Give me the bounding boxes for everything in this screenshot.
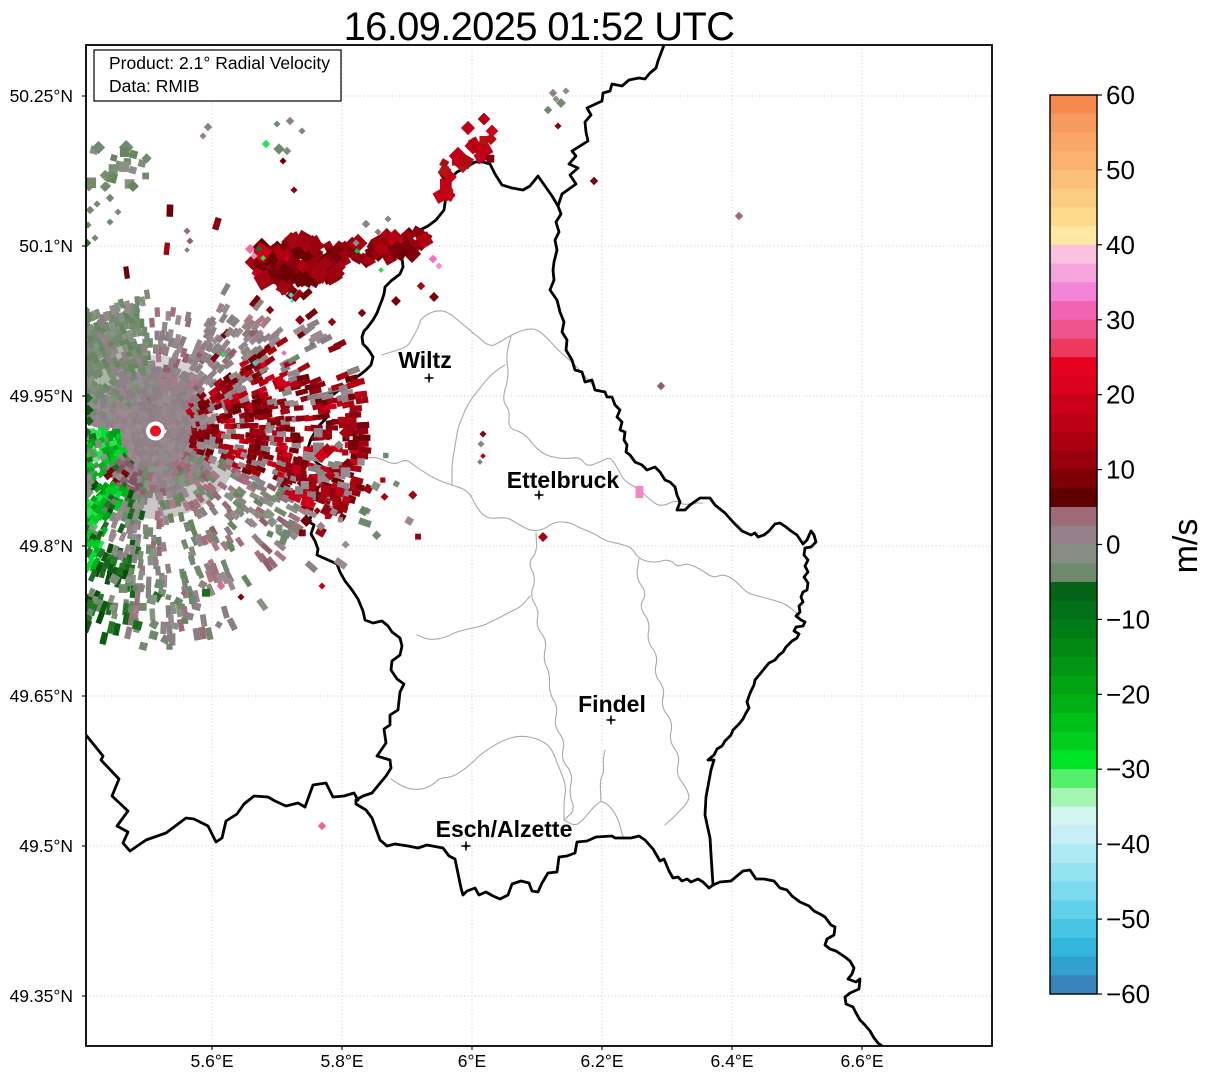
svg-text:−30: −30: [1106, 754, 1150, 784]
svg-text:49.35°N: 49.35°N: [10, 986, 73, 1006]
svg-text:49.65°N: 49.65°N: [10, 686, 73, 706]
svg-text:m/s: m/s: [1167, 519, 1205, 574]
svg-text:−60: −60: [1106, 979, 1150, 1009]
svg-text:16.09.2025 01:52 UTC: 16.09.2025 01:52 UTC: [344, 5, 735, 49]
svg-text:Wiltz: Wiltz: [398, 347, 451, 373]
svg-text:5.6°E: 5.6°E: [191, 1051, 234, 1071]
svg-text:30: 30: [1106, 305, 1135, 335]
svg-text:6.6°E: 6.6°E: [841, 1051, 884, 1071]
svg-text:−20: −20: [1106, 679, 1150, 709]
svg-text:6°E: 6°E: [458, 1051, 486, 1071]
svg-text:49.95°N: 49.95°N: [10, 386, 73, 406]
svg-text:−10: −10: [1106, 604, 1150, 634]
svg-text:20: 20: [1106, 380, 1135, 410]
svg-text:Findel: Findel: [578, 691, 646, 717]
svg-text:40: 40: [1106, 230, 1135, 260]
svg-text:49.8°N: 49.8°N: [19, 536, 73, 556]
svg-text:50.1°N: 50.1°N: [19, 236, 73, 256]
svg-text:49.5°N: 49.5°N: [19, 836, 73, 856]
svg-text:6.2°E: 6.2°E: [581, 1051, 624, 1071]
svg-text:60: 60: [1106, 80, 1135, 110]
svg-text:10: 10: [1106, 455, 1135, 485]
svg-text:Product: 2.1° Radial Velocity: Product: 2.1° Radial Velocity: [109, 53, 330, 73]
svg-text:−40: −40: [1106, 829, 1150, 859]
svg-text:6.4°E: 6.4°E: [711, 1051, 754, 1071]
svg-text:Data: RMIB: Data: RMIB: [109, 76, 199, 96]
svg-text:−50: −50: [1106, 904, 1150, 934]
svg-text:Ettelbruck: Ettelbruck: [507, 467, 620, 493]
svg-text:Esch/Alzette: Esch/Alzette: [436, 816, 573, 842]
svg-text:0: 0: [1106, 530, 1120, 560]
svg-text:50: 50: [1106, 155, 1135, 185]
svg-text:50.25°N: 50.25°N: [10, 86, 73, 106]
svg-text:5.8°E: 5.8°E: [321, 1051, 364, 1071]
